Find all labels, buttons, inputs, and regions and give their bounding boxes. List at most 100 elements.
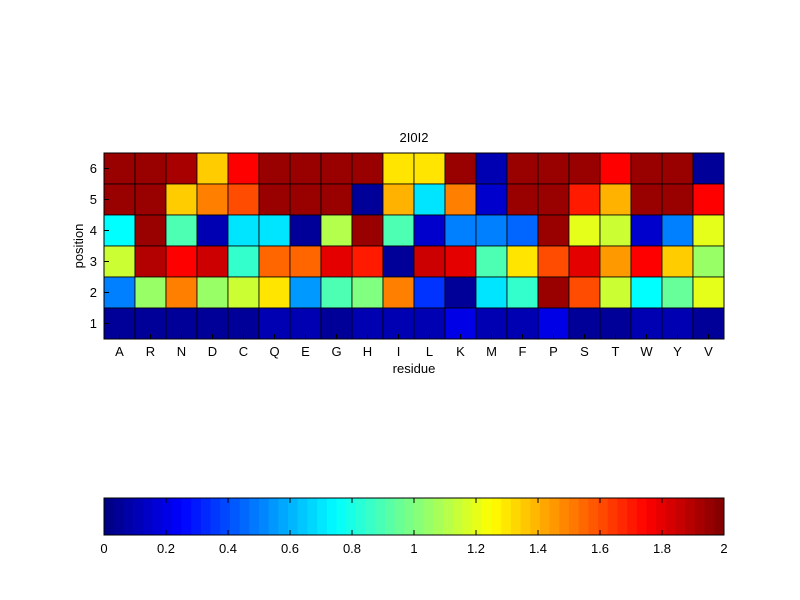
heatmap-cell (444, 183, 477, 216)
heatmap-cell (413, 183, 446, 216)
colorbar-strip (559, 498, 570, 535)
x-tick-label: I (397, 344, 401, 359)
heatmap-cell (320, 214, 353, 247)
colorbar-strip (481, 498, 492, 535)
heatmap-cell (568, 214, 601, 247)
heatmap-cell (382, 152, 415, 185)
heatmap-cell (351, 214, 384, 247)
heatmap-cell (351, 307, 384, 340)
colorbar-strip (665, 498, 676, 535)
colorbar-strip (133, 498, 144, 535)
x-tick-label: F (519, 344, 527, 359)
heatmap-cell (289, 183, 322, 216)
x-tick-label: C (239, 344, 248, 359)
y-tick-label: 3 (90, 254, 97, 269)
colorbar-strip (569, 498, 580, 535)
heatmap-cell (630, 245, 663, 278)
heatmap-cell (382, 307, 415, 340)
heatmap-cell (413, 276, 446, 309)
heatmap-cell (413, 152, 446, 185)
colorbar-strip (326, 498, 337, 535)
x-tick-label: S (580, 344, 589, 359)
colorbar-strip (704, 498, 715, 535)
colorbar-strip (598, 498, 609, 535)
heatmap-cell (134, 183, 167, 216)
heatmap-cell (444, 307, 477, 340)
colorbar-strip (123, 498, 134, 535)
colorbar-strip (268, 498, 279, 535)
heatmap-cell (289, 214, 322, 247)
heatmap-cell (165, 307, 198, 340)
heatmap-cell (289, 276, 322, 309)
heatmap-cell (568, 245, 601, 278)
heatmap-cell (506, 214, 539, 247)
heatmap-cell (227, 214, 260, 247)
colorbar-strip (404, 498, 415, 535)
heatmap-cell (289, 307, 322, 340)
heatmap-cell (196, 245, 229, 278)
colorbar-strip (307, 498, 318, 535)
heatmap-cell (444, 214, 477, 247)
heatmap-cell (630, 152, 663, 185)
heatmap-cell (692, 214, 725, 247)
heatmap-cell (134, 152, 167, 185)
x-tick-label: Y (673, 344, 682, 359)
colorbar-strip (462, 498, 473, 535)
x-tick-label: D (208, 344, 217, 359)
heatmap-cell (413, 214, 446, 247)
heatmap-cell (351, 245, 384, 278)
heatmap-cell (661, 307, 694, 340)
colorbar-strip (171, 498, 182, 535)
y-axis-ticks: 6 5 4 3 2 1 (90, 161, 109, 331)
colorbar-strip (346, 498, 357, 535)
x-tick-label: G (331, 344, 341, 359)
colorbar-tick-label: 2 (720, 541, 727, 556)
colorbar-strip (423, 498, 434, 535)
colorbar-strip (433, 498, 444, 535)
heatmap-cell (568, 183, 601, 216)
colorbar-strip (443, 498, 454, 535)
heatmap-cells (103, 152, 725, 340)
colorbar-strip (627, 498, 638, 535)
colorbar-strip (510, 498, 521, 535)
colorbar-strip (646, 498, 657, 535)
y-tick-label: 6 (90, 161, 97, 176)
colorbar-tick-label: 0 (100, 541, 107, 556)
heatmap-cell (134, 245, 167, 278)
heatmap-cell (568, 276, 601, 309)
heatmap-cell (165, 276, 198, 309)
heatmap-cell (661, 214, 694, 247)
heatmap-cell (506, 245, 539, 278)
heatmap-cell (382, 276, 415, 309)
heatmap-cell (630, 276, 663, 309)
x-tick-label: K (456, 344, 465, 359)
heatmap-cell (537, 245, 570, 278)
heatmap-cell (103, 214, 136, 247)
heatmap-cell (227, 152, 260, 185)
colorbar-strip (181, 498, 192, 535)
heatmap-cell (227, 276, 260, 309)
heatmap-cell (506, 183, 539, 216)
heatmap-cell (258, 245, 291, 278)
heatmap-cell (351, 276, 384, 309)
x-tick-label: A (115, 344, 124, 359)
y-tick-label: 2 (90, 285, 97, 300)
heatmap-cell (258, 183, 291, 216)
heatmap-cell (382, 214, 415, 247)
colorbar-strip (549, 498, 560, 535)
heatmap-cell (196, 183, 229, 216)
heatmap-cell (692, 152, 725, 185)
x-tick-label: R (146, 344, 155, 359)
heatmap-cell (630, 214, 663, 247)
heatmap-cell (537, 152, 570, 185)
colorbar-strip (239, 498, 250, 535)
heatmap-cell (320, 183, 353, 216)
heatmap-cell (196, 152, 229, 185)
heatmap-cell (103, 152, 136, 185)
colorbar-strip (191, 498, 202, 535)
heatmap-cell (413, 307, 446, 340)
heatmap-cell (692, 276, 725, 309)
heatmap-cell (320, 152, 353, 185)
colorbar-strip (617, 498, 628, 535)
